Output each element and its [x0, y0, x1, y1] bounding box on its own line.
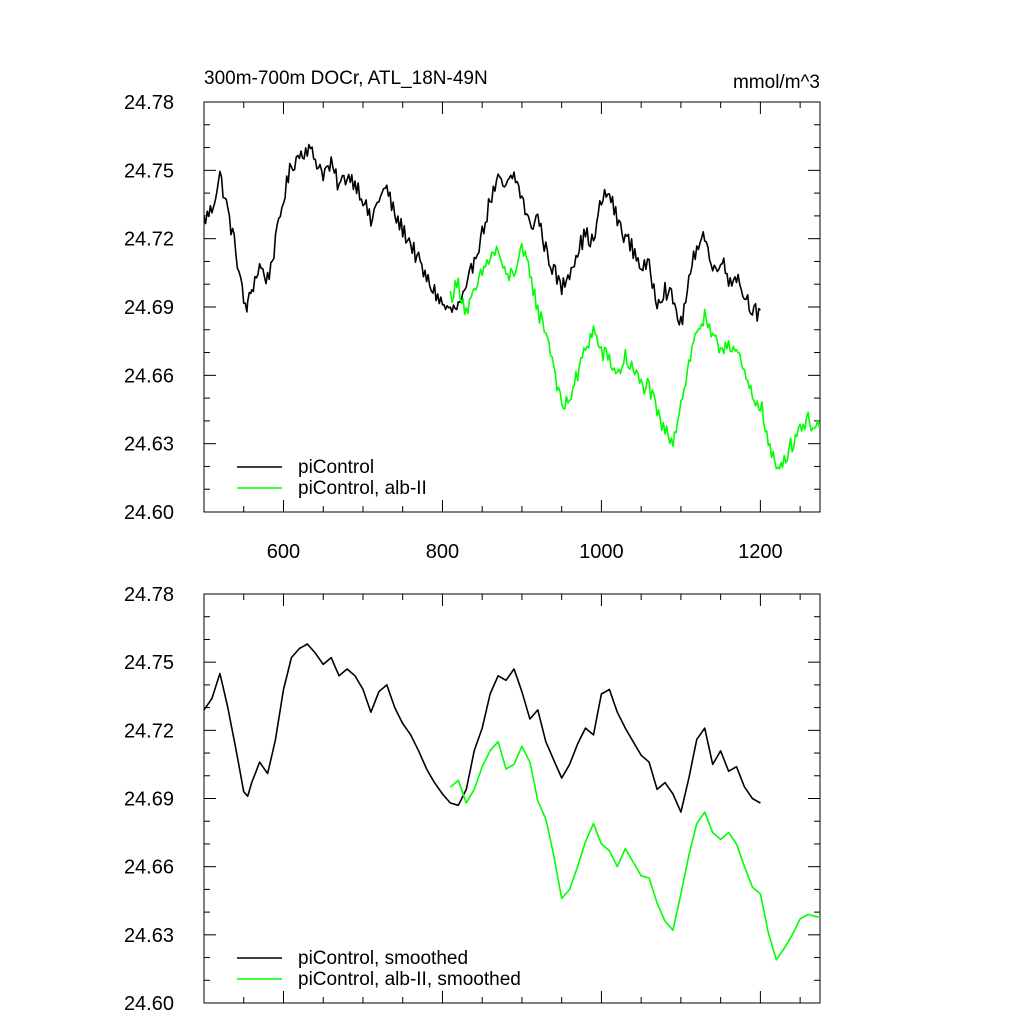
y-tick-label: 24.78 — [124, 92, 174, 114]
y-tick-label: 24.75 — [124, 652, 174, 674]
legend-label: piControl — [298, 457, 374, 478]
series-line-picontrol-alb-ii — [449, 242, 820, 470]
series-line-picontrol — [204, 143, 761, 326]
y-tick-label: 24.69 — [124, 297, 174, 319]
legend-label: piControl, smoothed — [298, 948, 468, 969]
y-tick-label: 24.63 — [124, 925, 174, 947]
y-tick-label: 24.72 — [124, 720, 174, 742]
legend-label: piControl, alb-II, smoothed — [298, 969, 521, 990]
chart-title: 300m-700m DOCr, ATL_18N-49N — [204, 68, 488, 89]
series-line-picontrol — [204, 643, 761, 813]
y-tick-label: 24.63 — [124, 434, 174, 456]
x-tick-label: 600 — [267, 541, 300, 563]
plot-frame — [203, 101, 821, 513]
y-tick-label: 24.75 — [124, 160, 174, 182]
x-tick-label: 800 — [426, 541, 459, 563]
y-tick-label: 24.78 — [124, 584, 174, 606]
bottom-chart-panel: 24.60 24.63 24.66 24.69 24.72 24.75 24.78 piCon… — [124, 584, 821, 1015]
y-tick-label: 24.60 — [124, 502, 174, 524]
plot-frame — [203, 593, 821, 1004]
x-tick-label: 1000 — [579, 541, 624, 563]
y-tick-label: 24.60 — [124, 993, 174, 1015]
series-line-picontrol-alb-ii — [449, 740, 820, 961]
x-tick-label: 1200 — [738, 541, 783, 563]
y-tick-label: 24.69 — [124, 789, 174, 811]
top-chart-panel: 24.60 24.63 24.66 24.69 24.72 24.75 24.78 600 80… — [124, 68, 821, 563]
legend-label: piControl, alb-II — [298, 478, 427, 499]
y-tick-label: 24.66 — [124, 365, 174, 387]
chart-units: mmol/m^3 — [733, 72, 820, 93]
y-tick-label: 24.72 — [124, 229, 174, 251]
y-tick-label: 24.66 — [124, 857, 174, 879]
